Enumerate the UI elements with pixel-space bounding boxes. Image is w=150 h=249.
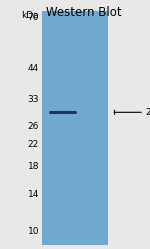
Text: 22: 22 bbox=[28, 140, 39, 149]
Text: 18: 18 bbox=[27, 162, 39, 171]
Text: 33: 33 bbox=[27, 95, 39, 105]
Text: 26: 26 bbox=[28, 122, 39, 131]
Text: 14: 14 bbox=[28, 190, 39, 199]
Text: 44: 44 bbox=[28, 64, 39, 73]
Text: kDa: kDa bbox=[21, 11, 39, 20]
Text: 70: 70 bbox=[27, 13, 39, 22]
Text: Western Blot: Western Blot bbox=[46, 6, 122, 19]
Bar bbox=[42, 11, 108, 245]
Text: 10: 10 bbox=[27, 227, 39, 236]
Text: 29kDa: 29kDa bbox=[146, 108, 150, 117]
